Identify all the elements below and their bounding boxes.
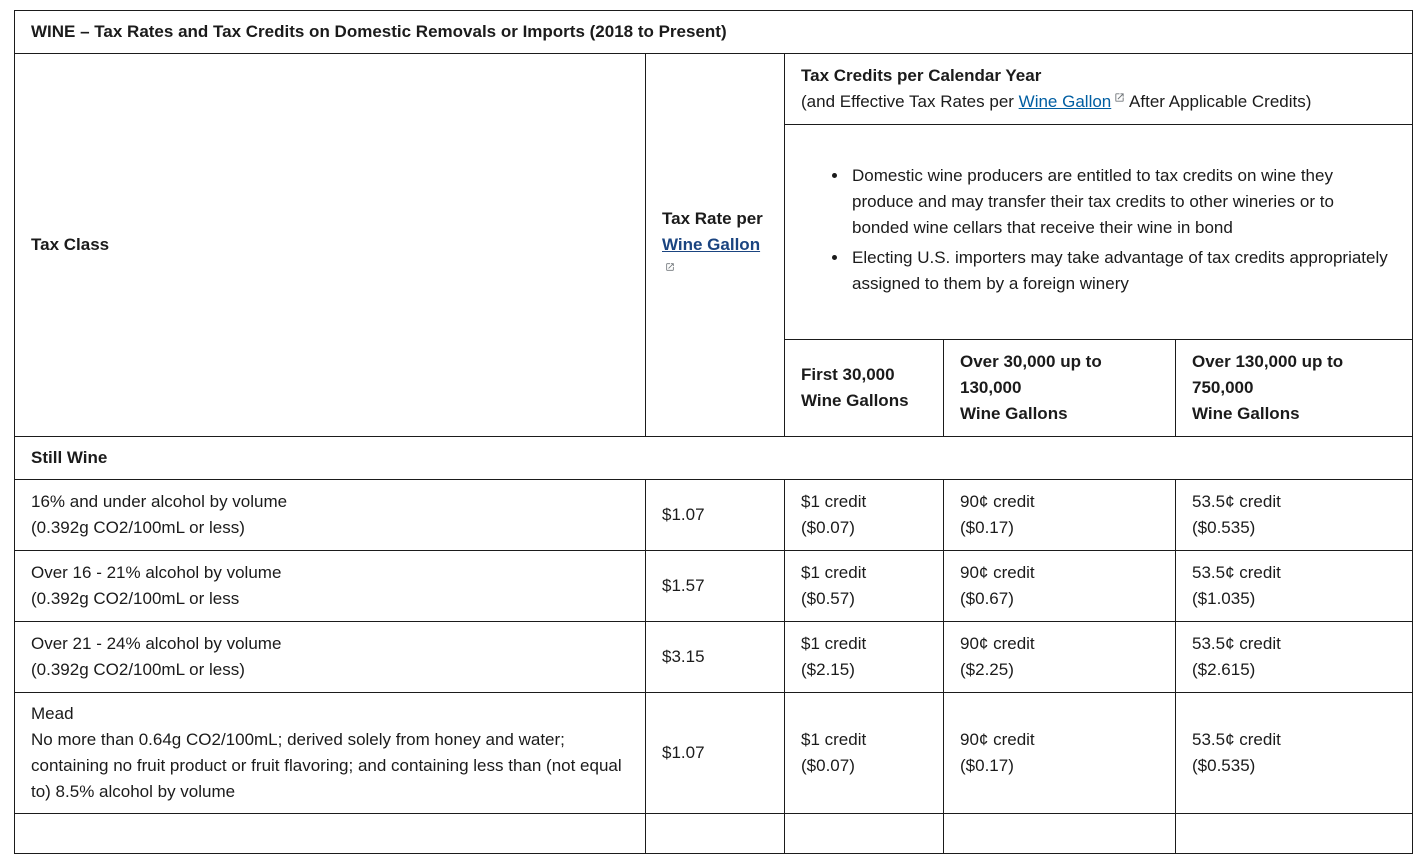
- tax-credits-notes-row: Domestic wine producers are entitled to …: [15, 124, 1414, 340]
- credit-cell: 53.5¢ credit ($1.035): [1174, 550, 1414, 622]
- credit-amount: 53.5¢ credit: [1192, 492, 1281, 511]
- wine-tax-table: WINE – Tax Rates and Tax Credits on Dome…: [13, 10, 1414, 854]
- wine-gallon-link[interactable]: Wine Gallon: [1018, 92, 1112, 111]
- credit-cell: $1 credit ($0.57): [784, 550, 944, 622]
- effective-rate: ($0.17): [960, 518, 1014, 537]
- credit-column-unit: Wine Gallons: [801, 391, 909, 410]
- credit-amount: $1 credit: [801, 492, 867, 511]
- tax-rate-cell: $1.07: [645, 692, 785, 814]
- tax-class-cell: 16% and under alcohol by volume (0.392g …: [14, 479, 646, 551]
- table-row: Mead No more than 0.64g CO2/100mL; deriv…: [14, 692, 1414, 814]
- credit-cell: [943, 813, 1176, 854]
- tax-credits-subtitle: (and Effective Tax Rates per Wine Gallon…: [801, 89, 1396, 115]
- credit-amount: 53.5¢ credit: [1192, 634, 1281, 653]
- credit-columns-row: First 30,000 Wine Gallons Over 30,000 up…: [15, 339, 1414, 437]
- credit-column-range: First 30,000: [801, 365, 895, 384]
- credit-amount: $1 credit: [801, 634, 867, 653]
- credit-cell: $1 credit ($0.07): [784, 479, 944, 551]
- section-heading: Still Wine: [13, 436, 1414, 480]
- credit-amount: 90¢ credit: [960, 730, 1035, 749]
- credit-column-header-over-130000: Over 130,000 up to 750,000 Wine Gallons: [1174, 339, 1414, 437]
- wine-gallon-link[interactable]: Wine Gallon: [662, 235, 761, 254]
- credit-amount: 90¢ credit: [960, 563, 1035, 582]
- effective-rate: ($2.15): [801, 660, 855, 679]
- effective-rate: ($0.535): [1192, 518, 1256, 537]
- tax-credits-heading: Tax Credits per Calendar Year: [801, 66, 1042, 85]
- credit-column-range: Over 130,000 up to 750,000: [1192, 352, 1344, 397]
- tax-class-cell: Over 21 - 24% alcohol by volume (0.392g …: [14, 621, 646, 693]
- tax-credits-header: Tax Credits per Calendar Year (and Effec…: [783, 53, 1414, 125]
- credit-column-unit: Wine Gallons: [960, 404, 1068, 423]
- credit-amount: $1 credit: [801, 563, 867, 582]
- credit-amount: 53.5¢ credit: [1192, 730, 1281, 749]
- table-title: WINE – Tax Rates and Tax Credits on Dome…: [13, 10, 1414, 54]
- tax-rate-cell: $3.15: [645, 621, 785, 693]
- credit-column-header-over-30000: Over 30,000 up to 130,000 Wine Gallons: [943, 339, 1176, 437]
- tax-credits-subtitle-suffix: After Applicable Credits): [1125, 92, 1312, 111]
- credit-column-unit: Wine Gallons: [1192, 404, 1300, 423]
- credit-amount: 90¢ credit: [960, 492, 1035, 511]
- credit-column-header-first-30000: First 30,000 Wine Gallons: [784, 339, 944, 437]
- credit-cell: 90¢ credit ($0.17): [943, 479, 1176, 551]
- credit-cell: $1 credit ($2.15): [784, 621, 944, 693]
- effective-rate: ($0.07): [801, 756, 855, 775]
- note-item: Electing U.S. importers may take advanta…: [849, 245, 1388, 297]
- credit-column-range: Over 30,000 up to 130,000: [960, 352, 1102, 397]
- credit-cell: [784, 813, 944, 854]
- note-item: Domestic wine producers are entitled to …: [849, 163, 1388, 241]
- tax-credits-notes-cell: Domestic wine producers are entitled to …: [783, 124, 1414, 340]
- credit-amount: $1 credit: [801, 730, 867, 749]
- tax-rate-header-text: Tax Rate per: [662, 209, 763, 228]
- tax-credits-subtitle-prefix: (and Effective Tax Rates per: [801, 92, 1019, 111]
- tax-rate-cell: [645, 813, 785, 854]
- table-row: Over 16 - 21% alcohol by volume (0.392g …: [14, 550, 1414, 622]
- effective-rate: ($0.535): [1192, 756, 1256, 775]
- effective-rate: ($2.615): [1192, 660, 1256, 679]
- credit-cell: 53.5¢ credit ($2.615): [1174, 621, 1414, 693]
- external-link-icon: [665, 262, 675, 272]
- tax-rate-cell: $1.57: [645, 550, 785, 622]
- effective-rate: ($1.035): [1192, 589, 1256, 608]
- credit-cell: [1174, 813, 1414, 854]
- effective-rate: ($0.67): [960, 589, 1014, 608]
- effective-rate: ($0.07): [801, 518, 855, 537]
- table-title-row: WINE – Tax Rates and Tax Credits on Dome…: [13, 10, 1414, 54]
- tax-rate-cell: $1.07: [645, 479, 785, 551]
- table-row: Over 21 - 24% alcohol by volume (0.392g …: [14, 621, 1414, 693]
- credit-cell: 53.5¢ credit ($0.535): [1174, 692, 1414, 814]
- credit-amount: 90¢ credit: [960, 634, 1035, 653]
- effective-rate: ($2.25): [960, 660, 1014, 679]
- table-header-row: Tax Class Tax Rate per Wine Gallon Tax C…: [14, 53, 1414, 437]
- tax-class-cell: Over 16 - 21% alcohol by volume (0.392g …: [14, 550, 646, 622]
- credit-cell: 90¢ credit ($0.17): [943, 692, 1176, 814]
- partial-row: [14, 813, 1414, 854]
- tax-class-header: Tax Class: [14, 53, 646, 437]
- credit-cell: 90¢ credit ($2.25): [943, 621, 1176, 693]
- external-link-icon: [1114, 92, 1125, 103]
- effective-rate: ($0.17): [960, 756, 1014, 775]
- credit-amount: 53.5¢ credit: [1192, 563, 1281, 582]
- tax-class-cell: Mead No more than 0.64g CO2/100mL; deriv…: [14, 692, 646, 814]
- section-row: Still Wine: [13, 436, 1414, 480]
- tax-rate-header: Tax Rate per Wine Gallon: [645, 53, 785, 437]
- credit-cell: $1 credit ($0.07): [784, 692, 944, 814]
- table-row: 16% and under alcohol by volume (0.392g …: [14, 479, 1414, 551]
- credit-cell: 90¢ credit ($0.67): [943, 550, 1176, 622]
- effective-rate: ($0.57): [801, 589, 855, 608]
- tax-class-cell: [14, 813, 646, 854]
- tax-credits-notes: Domestic wine producers are entitled to …: [809, 163, 1388, 297]
- credit-cell: 53.5¢ credit ($0.535): [1174, 479, 1414, 551]
